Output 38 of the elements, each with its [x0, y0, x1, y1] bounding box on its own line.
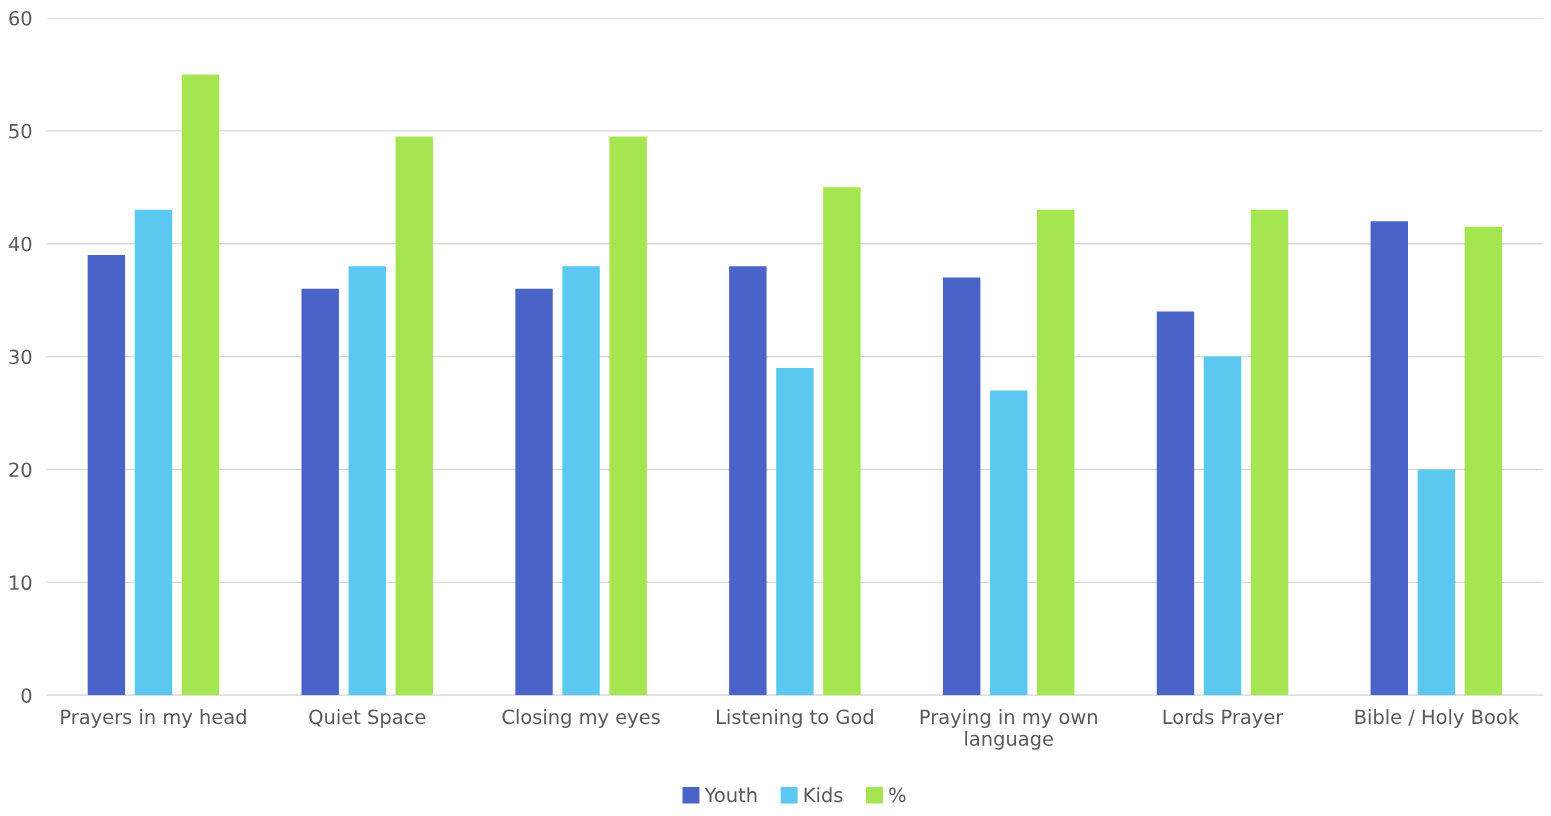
- bar: [1370, 221, 1409, 696]
- bar: [515, 288, 553, 696]
- x-tick-label: Prayers in my head: [61, 709, 246, 728]
- bar: [1156, 311, 1195, 696]
- bar: [942, 277, 981, 696]
- bar: [1250, 209, 1289, 696]
- bar: [1464, 226, 1503, 696]
- bar: [823, 187, 861, 696]
- x-tick-label: Bible / Holy Book: [1355, 709, 1519, 728]
- bar: [1203, 356, 1242, 696]
- bar: [1037, 209, 1075, 696]
- y-tick-label: 10: [10, 575, 32, 591]
- bar: [1417, 469, 1456, 696]
- bar: [87, 255, 126, 696]
- bar: [301, 288, 339, 696]
- bar: [562, 266, 600, 696]
- bar: [776, 367, 814, 696]
- x-tick-label: Quiet Space: [309, 709, 426, 728]
- y-tick-label: 20: [9, 462, 32, 478]
- legend-label: Kids: [804, 787, 843, 803]
- y-tick-label: 0: [21, 688, 32, 703]
- x-tick-label: Lords Prayer: [1163, 709, 1284, 728]
- bar: [181, 74, 220, 696]
- x-tick-label: Closing my eyes: [502, 709, 660, 728]
- x-tick-label: Praying in my own language: [920, 709, 1097, 750]
- y-tick-label: 40: [8, 236, 32, 252]
- x-tick-label: Listening to God: [717, 709, 873, 728]
- bar: [348, 266, 386, 696]
- bar: [729, 266, 767, 696]
- bar: [609, 136, 647, 696]
- y-tick-label: 60: [9, 10, 32, 26]
- bar: [990, 390, 1028, 696]
- y-tick-label: 30: [9, 349, 32, 365]
- bar: [395, 136, 433, 696]
- y-tick-label: 50: [9, 123, 32, 139]
- legend-label: %: [889, 787, 906, 803]
- legend-label: Youth: [704, 787, 757, 803]
- bar: [134, 209, 173, 696]
